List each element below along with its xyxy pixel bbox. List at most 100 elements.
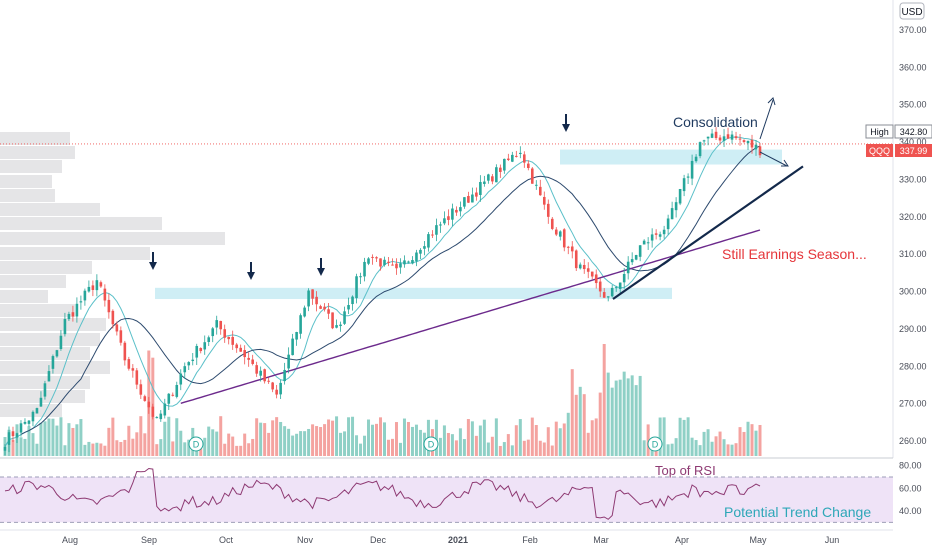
price-tick-label: 290.00 bbox=[899, 324, 927, 334]
candle-body bbox=[562, 229, 566, 248]
candle-body bbox=[31, 411, 35, 422]
volume-bar bbox=[79, 419, 83, 456]
candle-body bbox=[411, 260, 414, 264]
volume-bar bbox=[390, 438, 394, 456]
volume-bar bbox=[331, 420, 335, 456]
candle-body bbox=[670, 208, 674, 220]
volume-bar bbox=[239, 445, 243, 456]
candle-body bbox=[415, 252, 418, 262]
volume-bar bbox=[714, 436, 718, 456]
candle-body bbox=[511, 154, 514, 162]
volume-bar bbox=[418, 429, 422, 456]
volume-bar bbox=[434, 419, 438, 456]
candle-body bbox=[19, 423, 23, 433]
candle-body bbox=[435, 225, 438, 235]
volume-bar bbox=[59, 417, 63, 456]
candle-body bbox=[598, 281, 602, 292]
candle-body bbox=[359, 276, 362, 278]
volume-bar bbox=[207, 426, 211, 456]
volume-bar bbox=[367, 419, 371, 456]
volume-bar bbox=[155, 444, 159, 456]
candle-body bbox=[275, 389, 278, 395]
profile-bar bbox=[0, 404, 62, 417]
candle-body bbox=[215, 320, 219, 328]
volume-bar bbox=[159, 439, 163, 456]
volume-bar bbox=[586, 432, 590, 456]
candle-body bbox=[203, 342, 207, 350]
candle-body bbox=[259, 370, 262, 376]
volume-bar bbox=[510, 445, 514, 456]
candle-body bbox=[119, 330, 123, 343]
volume-bar bbox=[614, 380, 618, 456]
candle-body bbox=[387, 261, 390, 263]
candle-body bbox=[163, 403, 167, 416]
volume-bar bbox=[630, 375, 634, 456]
volume-bar bbox=[95, 442, 99, 456]
volume-bar bbox=[375, 423, 379, 456]
profile-bar bbox=[0, 333, 100, 346]
profile-bar bbox=[0, 275, 66, 288]
candle-body bbox=[263, 369, 266, 382]
candle-body bbox=[662, 229, 666, 235]
volume-bar bbox=[139, 416, 143, 456]
volume-bar bbox=[750, 424, 754, 456]
volume-bar bbox=[219, 416, 223, 456]
volume-bar bbox=[386, 439, 390, 456]
volume-bar bbox=[562, 423, 566, 456]
candle-body bbox=[566, 246, 570, 248]
volume-bar bbox=[243, 433, 247, 456]
candle-body bbox=[371, 256, 374, 258]
rsi-tick-label: 60.00 bbox=[899, 483, 922, 493]
price-tick-label: 280.00 bbox=[899, 361, 927, 371]
x-tick-label: Dec bbox=[370, 535, 387, 545]
rsi-pane: 80.00 60.00 40.00 bbox=[0, 457, 922, 523]
volume-bar bbox=[167, 416, 171, 456]
volume-bar bbox=[606, 372, 610, 456]
volume-bar bbox=[746, 421, 750, 456]
volume-bar bbox=[490, 436, 494, 456]
volume-bar bbox=[247, 443, 251, 456]
volume-bar bbox=[438, 437, 442, 456]
volume-bar bbox=[518, 419, 522, 456]
candle-body bbox=[323, 306, 326, 310]
candle-body bbox=[55, 350, 59, 357]
candle-body bbox=[654, 233, 658, 235]
candle-body bbox=[267, 380, 270, 382]
candle-body bbox=[447, 216, 450, 220]
candle-body bbox=[666, 218, 670, 230]
dividend-marker bbox=[423, 436, 439, 452]
last-price-tag: QQQ 337.99 bbox=[866, 144, 932, 157]
candle-body bbox=[706, 136, 710, 139]
candle-body bbox=[443, 218, 446, 224]
volume-bar bbox=[103, 445, 107, 456]
volume-bar bbox=[275, 417, 279, 456]
candle-body bbox=[195, 345, 199, 358]
candle-body bbox=[718, 137, 722, 141]
volume-bar bbox=[634, 385, 638, 456]
candle-body bbox=[207, 337, 211, 342]
candle-body bbox=[531, 168, 534, 184]
candle-body bbox=[399, 263, 402, 268]
candle-body bbox=[311, 289, 314, 299]
profile-bar bbox=[0, 132, 70, 145]
dividend-marker bbox=[188, 436, 204, 452]
candle-body bbox=[179, 373, 183, 385]
candle-body bbox=[127, 359, 131, 369]
volume-bar bbox=[131, 438, 135, 456]
candle-body bbox=[59, 335, 63, 349]
volume-bar bbox=[175, 418, 179, 456]
volume-bar bbox=[706, 429, 710, 456]
candle-body bbox=[7, 432, 11, 445]
volume-bar bbox=[263, 423, 267, 456]
profile-bar bbox=[0, 347, 90, 360]
volume-bar bbox=[71, 427, 75, 456]
breakout-arrow-down bbox=[759, 151, 788, 167]
volume-bar bbox=[722, 439, 726, 456]
candle-body bbox=[750, 139, 754, 148]
candle-body bbox=[187, 362, 191, 366]
volume-bar bbox=[199, 443, 203, 456]
volume-bar bbox=[626, 378, 630, 456]
price-tick-label: 360.00 bbox=[899, 62, 927, 72]
candle-body bbox=[327, 309, 330, 314]
